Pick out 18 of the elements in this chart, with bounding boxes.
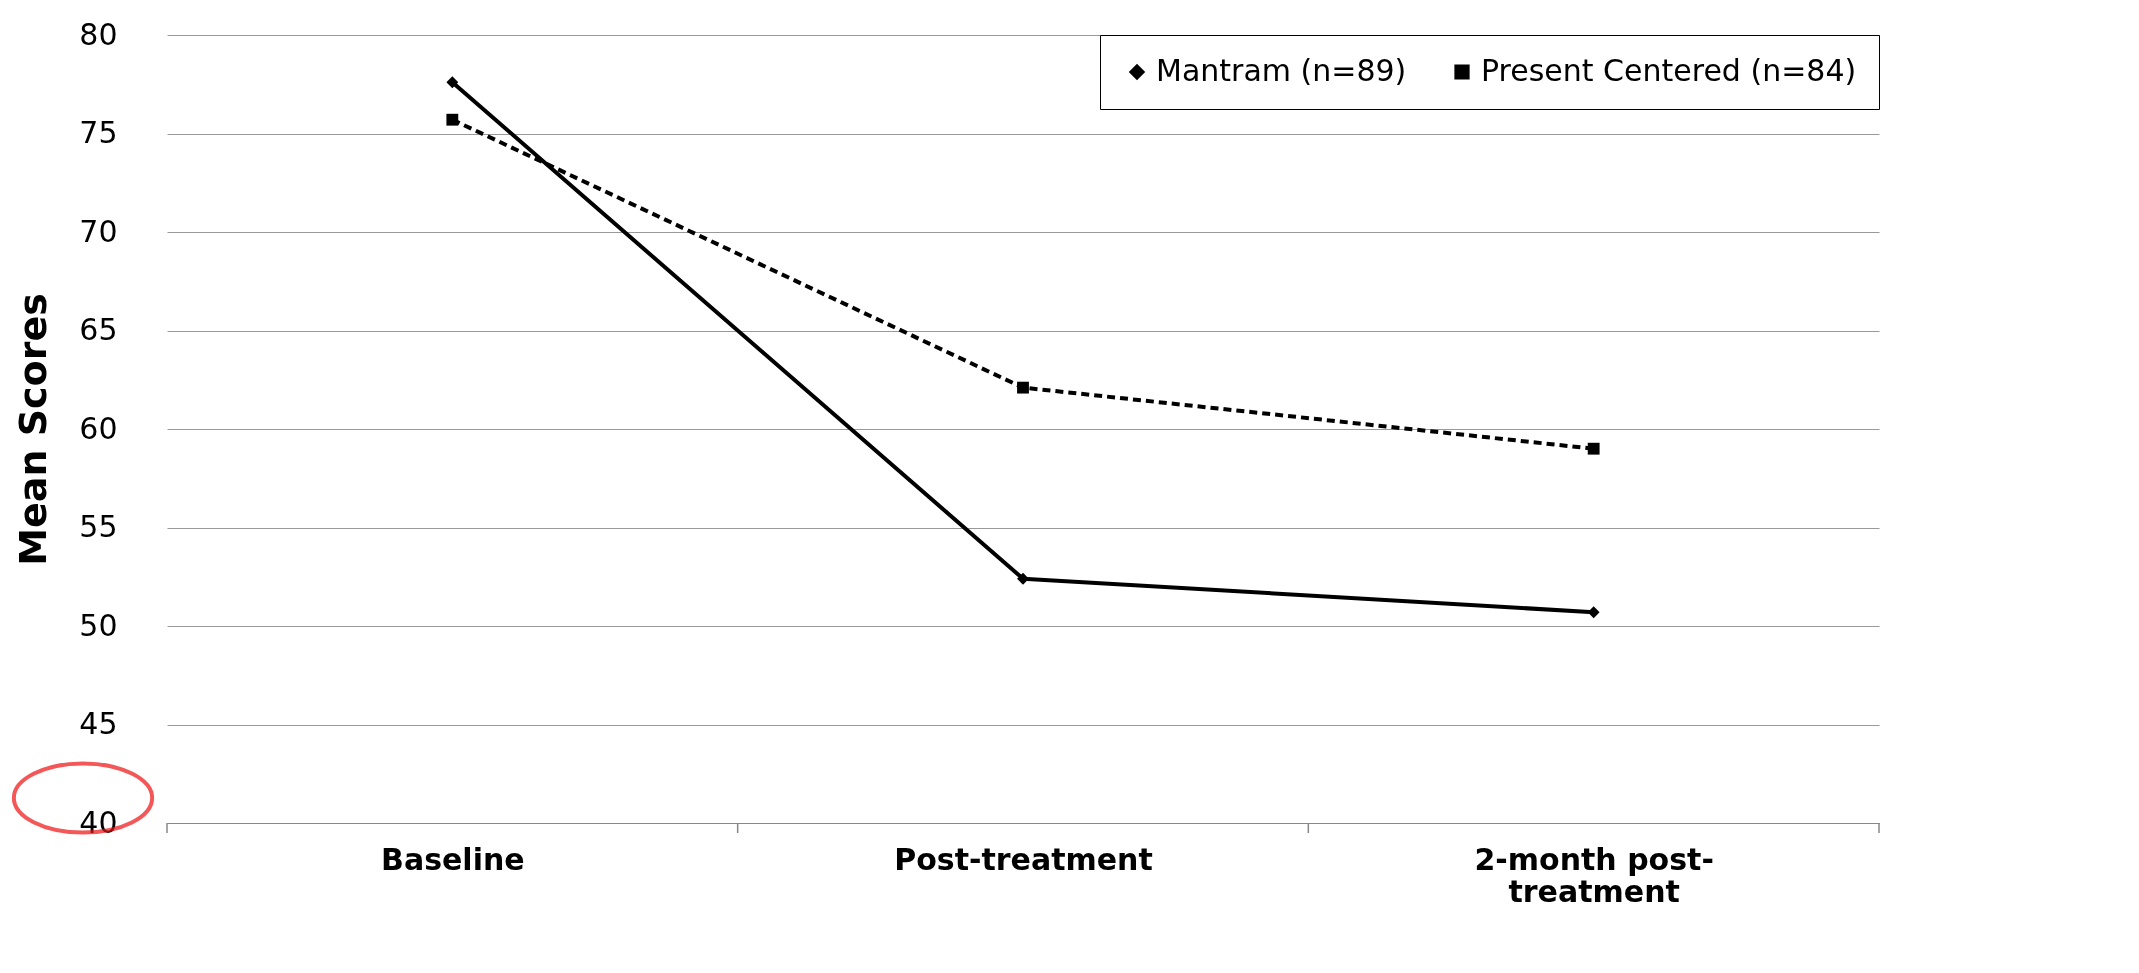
x-tick-label: Baseline	[381, 841, 525, 877]
x-tick-label: Post-treatment	[894, 841, 1153, 877]
y-tick-label: 80	[79, 16, 118, 52]
legend-label: Mantram (n=89)	[1156, 53, 1407, 88]
y-tick-label: 60	[79, 410, 118, 446]
y-tick-label: 75	[79, 115, 118, 150]
y-tick-label: 55	[79, 509, 118, 544]
y-axis-title: Mean Scores	[11, 293, 56, 566]
y-tick-label: 70	[79, 213, 118, 249]
point	[1017, 381, 1029, 394]
y-tick-label: 65	[79, 312, 118, 347]
legend-label: Present Centered (n=84)	[1481, 53, 1857, 88]
point	[1587, 442, 1600, 455]
y-tick-label: 45	[79, 706, 118, 741]
point	[446, 113, 459, 126]
x-tick-label: 2-month post-treatment	[1474, 841, 1714, 909]
y-tick-label: 50	[79, 607, 118, 643]
point	[446, 76, 459, 89]
